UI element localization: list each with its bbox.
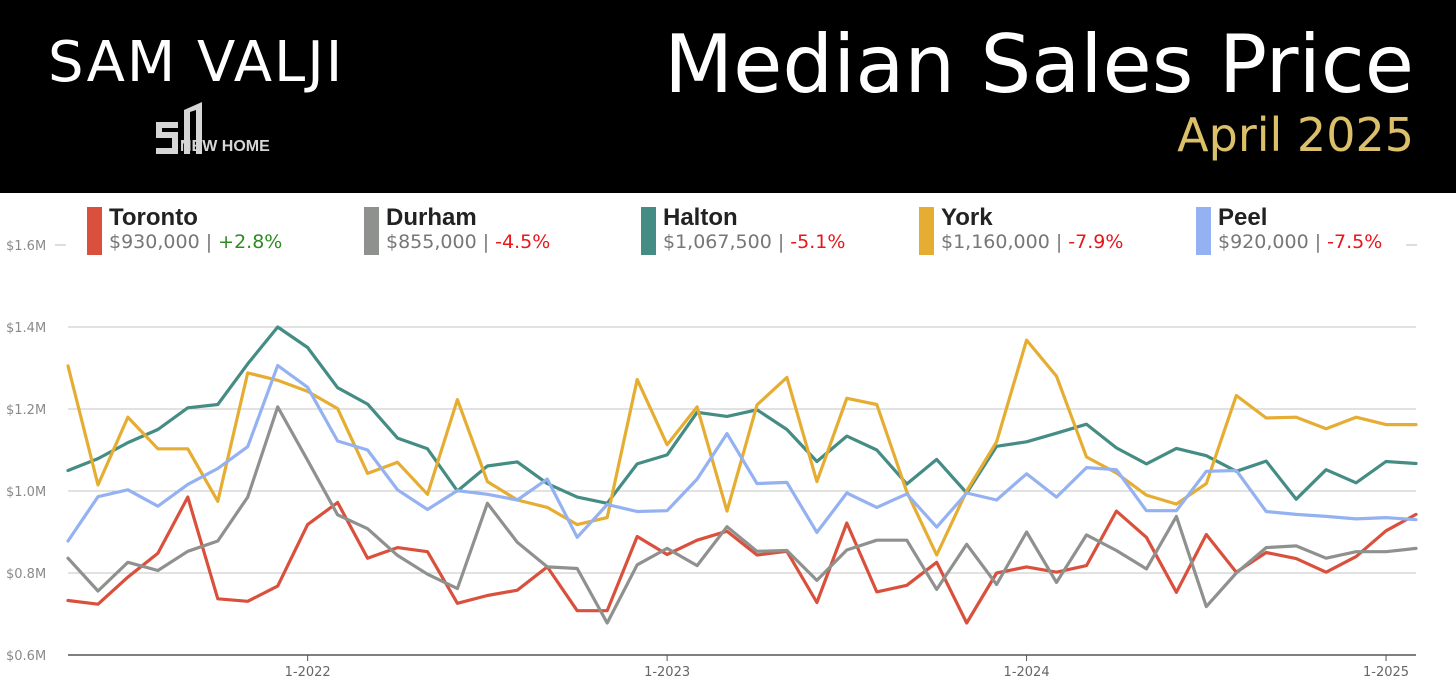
- legend-swatch: [641, 207, 656, 255]
- brand-logo-text: NEW HOME: [180, 138, 270, 155]
- new-home-logo-icon: [156, 102, 202, 154]
- legend-name: Halton: [663, 204, 738, 231]
- brand-name: SAM VALJI: [48, 30, 345, 95]
- series-line-york: [66, 338, 1418, 557]
- y-tick-label: $1.0M: [6, 485, 46, 500]
- legend-name: York: [941, 204, 993, 231]
- y-tick-label: $0.8M: [6, 567, 46, 582]
- legend-value-line: $1,067,500 | -5.1%: [663, 231, 845, 253]
- chart-title: Median Sales Price: [664, 18, 1414, 111]
- legend-separator: |: [199, 231, 219, 253]
- series-line-halton: [66, 325, 1418, 505]
- legend-value-line: $930,000 | +2.8%: [109, 231, 282, 253]
- legend-change: -4.5%: [495, 231, 551, 253]
- y-tick-label: $1.4M: [6, 321, 46, 336]
- legend-value-line: $920,000 | -7.5%: [1218, 231, 1382, 253]
- x-tick-label: 1-2023: [644, 665, 690, 680]
- legend-name: Toronto: [109, 204, 198, 231]
- series-line-toronto: [66, 495, 1418, 625]
- x-tick-label: 1-2025: [1363, 665, 1409, 680]
- legend-name: Peel: [1218, 204, 1268, 231]
- legend-value: $1,067,500: [663, 231, 772, 253]
- y-tick-label: $1.2M: [6, 403, 46, 418]
- legend-value: $1,160,000: [941, 231, 1050, 253]
- legend-value-line: $855,000 | -4.5%: [386, 231, 550, 253]
- legend-swatch: [1196, 207, 1211, 255]
- x-tick-label: 1-2024: [1004, 665, 1050, 680]
- legend-value-line: $1,160,000 | -7.9%: [941, 231, 1123, 253]
- chart-subtitle: April 2025: [1177, 108, 1414, 162]
- legend-separator: |: [771, 231, 791, 253]
- y-tick-label: $0.6M: [6, 649, 46, 664]
- legend-value: $930,000: [109, 231, 200, 253]
- series-line-peel: [66, 363, 1418, 543]
- legend-name: Durham: [386, 204, 477, 231]
- legend-change: +2.8%: [218, 231, 283, 253]
- legend-value: $855,000: [386, 231, 477, 253]
- legend-change: -7.9%: [1068, 231, 1124, 253]
- legend-change: -5.1%: [790, 231, 846, 253]
- y-tick-label: $1.6M: [6, 239, 46, 254]
- legend-separator: |: [1308, 231, 1328, 253]
- series-line-durham: [66, 405, 1418, 625]
- legend-value: $920,000: [1218, 231, 1309, 253]
- x-tick-label: 1-2022: [285, 665, 331, 680]
- legend-swatch: [364, 207, 379, 255]
- legend-change: -7.5%: [1327, 231, 1383, 253]
- legend-swatch: [87, 207, 102, 255]
- legend-swatch: [919, 207, 934, 255]
- legend-separator: |: [476, 231, 496, 253]
- legend-separator: |: [1049, 231, 1069, 253]
- header-banner: SAM VALJI NEW HOME Median Sales Price Ap…: [0, 0, 1456, 193]
